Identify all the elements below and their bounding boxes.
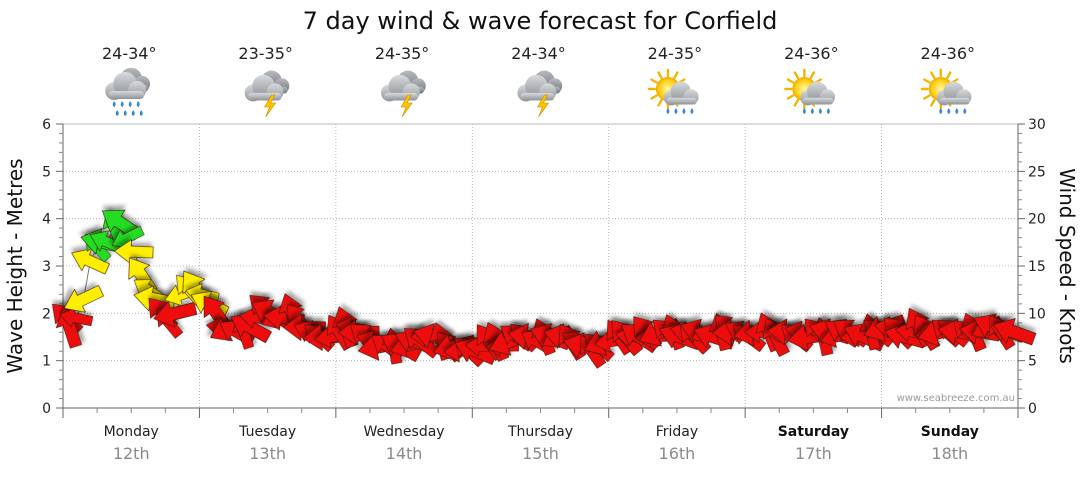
rain-icon [105, 67, 151, 116]
wind-arrow-point [63, 285, 104, 313]
day-temp-label: 23-35° [238, 44, 293, 63]
day-date-label: 15th [522, 444, 559, 463]
day-name-label: Saturday [778, 424, 849, 440]
wind-arrow-point [993, 318, 1037, 346]
left-tick-label: 3 [42, 259, 51, 275]
left-tick-label: 0 [42, 401, 51, 417]
right-tick-label: 5 [1028, 354, 1037, 370]
day-date-label: 17th [795, 444, 832, 463]
day-name-label: Thursday [507, 424, 573, 440]
day-temp-label: 24-36° [784, 44, 839, 63]
right-tick-label: 20 [1028, 212, 1046, 228]
day-name-label: Wednesday [364, 424, 445, 440]
day-name-label: Friday [656, 424, 698, 440]
day-temp-label: 24-34° [102, 44, 157, 63]
day-date-label: 12th [113, 444, 150, 463]
right-axis-title: Wind Speed - Knots [1055, 168, 1079, 364]
day-temp-label: 24-35° [648, 44, 703, 63]
right-tick-label: 0 [1028, 401, 1037, 417]
left-tick-label: 6 [42, 117, 51, 133]
right-tick-label: 30 [1028, 117, 1046, 133]
axes: 0 1 2 3 4 5 6 0 5 10 15 20 25 30 Monday 12th Tuesday 13th… [42, 117, 1046, 463]
plot-grid [62, 123, 1019, 409]
day-date-label: 13th [249, 444, 286, 463]
day-temp-label: 24-34° [511, 44, 566, 63]
day-temp-label: 24-35° [375, 44, 430, 63]
day-date-label: 18th [931, 444, 968, 463]
day-date-label: 14th [386, 444, 423, 463]
sun-showers-icon [647, 68, 699, 114]
day-temp-label: 24-36° [921, 44, 976, 63]
day-name-label: Sunday [921, 424, 979, 440]
day-name-label: Tuesday [238, 424, 296, 440]
day-date-label: 16th [659, 444, 696, 463]
left-axis-title: Wave Height - Metres [3, 158, 27, 373]
left-tick-label: 5 [42, 164, 51, 180]
left-tick-label: 1 [42, 354, 51, 370]
thunderstorm-icon [381, 70, 426, 118]
left-tick-label: 4 [42, 212, 51, 228]
thunderstorm-icon [244, 70, 290, 118]
sun-showers-icon [920, 68, 972, 114]
wind-series [52, 209, 1037, 369]
wind-arrow-point [153, 301, 198, 328]
watermark: www.seabreeze.com.au [897, 393, 1015, 404]
weather-icons: 24-34° 23-35° 24-35° 24-34° 24-35° 24-36° 24-3… [102, 44, 976, 118]
chart-title: 7 day wind & wave forecast for Corfield [303, 7, 778, 35]
day-name-label: Monday [104, 424, 159, 440]
thunderstorm-icon [517, 70, 563, 118]
right-tick-label: 10 [1028, 306, 1046, 322]
sun-showers-icon [784, 68, 836, 114]
left-tick-label: 2 [42, 306, 51, 322]
right-tick-label: 25 [1028, 164, 1046, 180]
right-tick-label: 15 [1028, 259, 1046, 275]
